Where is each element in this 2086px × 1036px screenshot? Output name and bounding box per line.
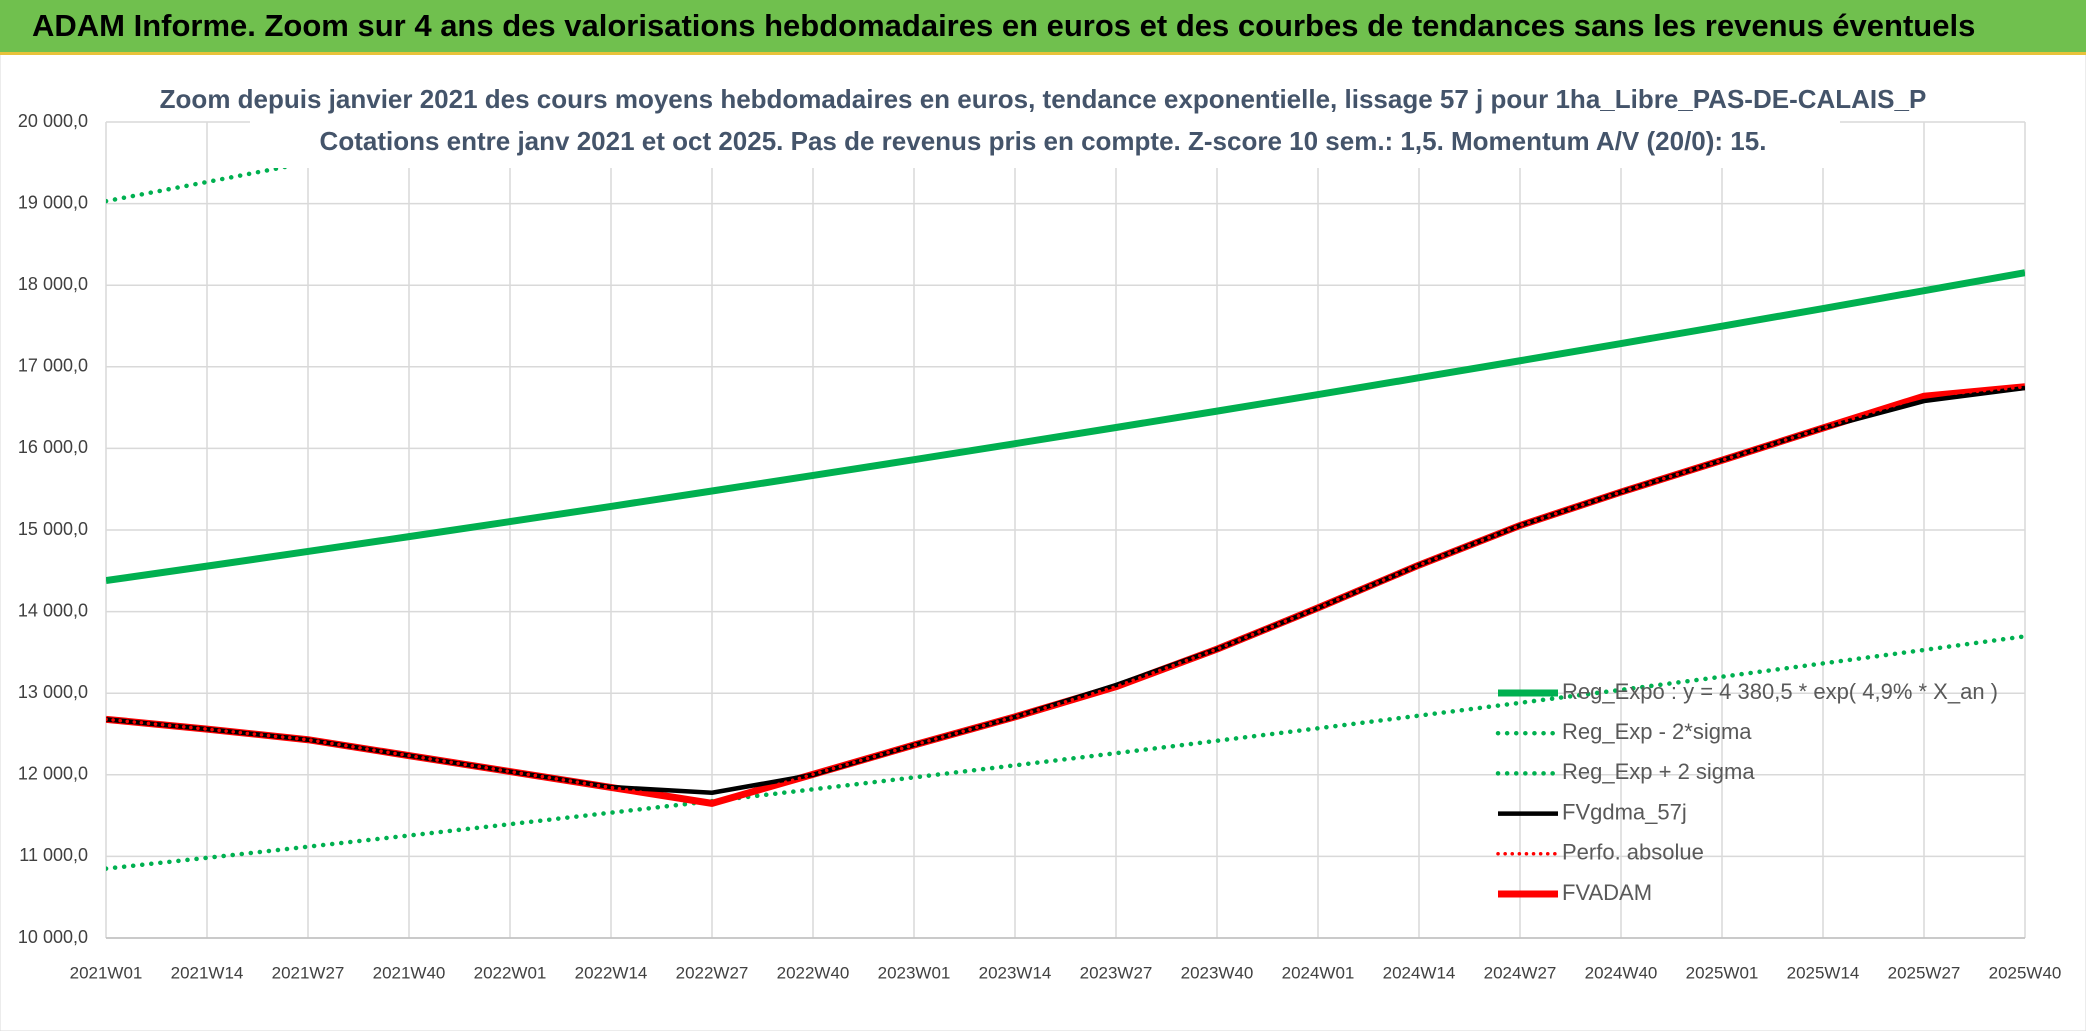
x-tick-label: 2025W14	[1787, 963, 1860, 982]
x-tick-label: 2025W01	[1686, 963, 1759, 982]
y-tick-label: 17 000,0	[18, 356, 88, 376]
chart-subtitle: Cotations entre janv 2021 et oct 2025. P…	[320, 126, 1767, 156]
header-bar	[0, 0, 2086, 54]
x-tick-label: 2024W14	[1383, 963, 1456, 982]
plot-area	[106, 122, 2025, 871]
x-tick-label: 2021W40	[373, 963, 446, 982]
y-tick-label: 18 000,0	[18, 274, 88, 294]
x-tick-label: 2022W27	[676, 963, 749, 982]
y-tick-label: 16 000,0	[18, 437, 88, 457]
series-line	[106, 385, 2025, 806]
y-tick-label: 12 000,0	[18, 764, 88, 784]
y-tick-label: 14 000,0	[18, 600, 88, 620]
title-bg	[250, 80, 1840, 168]
x-tick-label: 2024W01	[1282, 963, 1355, 982]
y-tick-label: 13 000,0	[18, 682, 88, 702]
header-rule	[0, 52, 2086, 55]
x-tick-label: 2023W01	[878, 963, 951, 982]
x-tick-label: 2022W01	[474, 963, 547, 982]
x-tick-label: 2021W27	[272, 963, 345, 982]
legend-label: FVgdma_57j	[1562, 799, 1687, 824]
header-title: ADAM Informe. Zoom sur 4 ans des valoris…	[32, 8, 1975, 43]
x-tick-label: 2023W27	[1080, 963, 1153, 982]
x-tick-label: 2024W40	[1585, 963, 1658, 982]
x-tick-label: 2021W14	[171, 963, 244, 982]
x-tick-label: 2022W14	[575, 963, 648, 982]
series-line	[106, 634, 2025, 871]
y-tick-label: 10 000,0	[18, 927, 88, 947]
legend-label: Perfo. absolue	[1562, 840, 1704, 865]
x-tick-label: 2024W27	[1484, 963, 1557, 982]
y-tick-label: 19 000,0	[18, 192, 88, 212]
x-tick-label: 2025W27	[1888, 963, 1961, 982]
legend-label: Reg_Exp - 2*sigma	[1562, 719, 1752, 744]
chart-title: Zoom depuis janvier 2021 des cours moyen…	[160, 84, 1927, 114]
legend-label: Reg_Exp + 2 sigma	[1562, 759, 1755, 784]
legend-label: Reg_Expo : y = 4 380,5 * exp( 4,9% * X_a…	[1562, 679, 1998, 704]
x-tick-label: 2025W40	[1989, 963, 2062, 982]
x-tick-label: 2023W40	[1181, 963, 1254, 982]
y-tick-label: 11 000,0	[19, 845, 88, 865]
series-line	[106, 269, 2025, 585]
x-tick-label: 2023W14	[979, 963, 1052, 982]
y-tick-label: 15 000,0	[18, 519, 88, 539]
legend-label: FVADAM	[1562, 880, 1652, 905]
y-tick-label: 20 000,0	[18, 111, 88, 131]
x-tick-label: 2022W40	[777, 963, 850, 982]
x-tick-label: 2021W01	[70, 963, 143, 982]
